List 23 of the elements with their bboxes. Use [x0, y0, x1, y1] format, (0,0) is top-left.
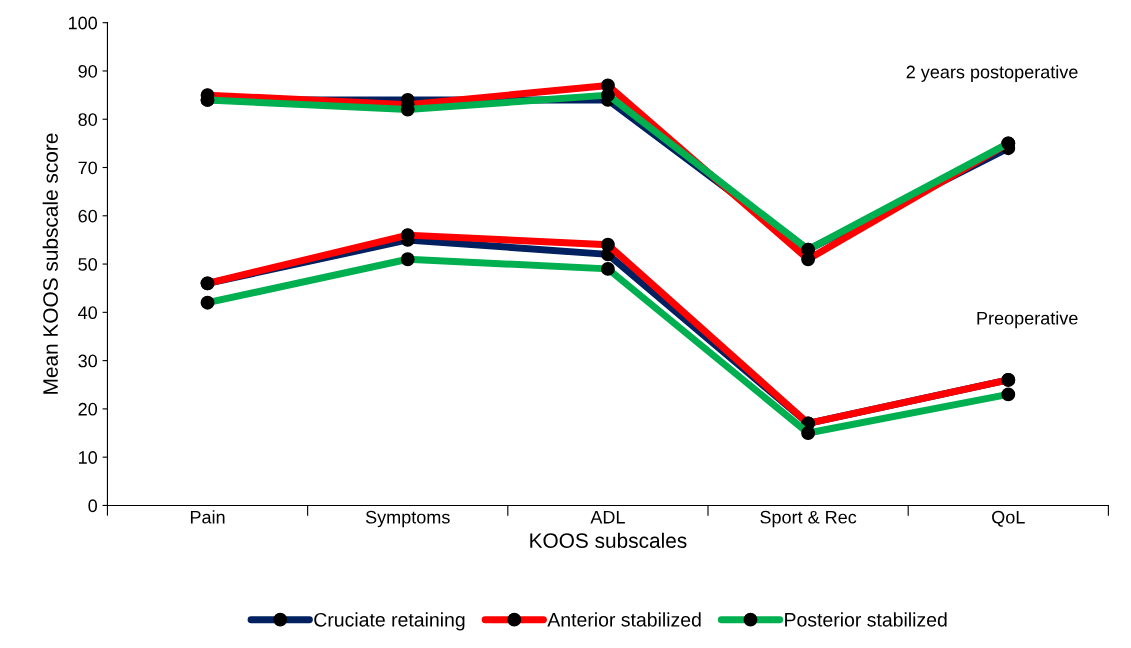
legend-label: Anterior stabilized [547, 612, 701, 627]
y-tick-label: 70 [78, 161, 98, 175]
x-tick-label: ADL [590, 510, 625, 524]
y-tick-label: 100 [68, 16, 98, 30]
y-tick-label: 50 [78, 257, 98, 271]
y-tick-label: 30 [78, 354, 98, 368]
y-tick-label: 10 [79, 451, 98, 464]
y-tick-label: 0 [88, 499, 98, 513]
y-tick-label: 40 [78, 306, 98, 320]
x-axis-title: KOOS subscales [530, 532, 687, 548]
y-axis-title: Mean KOOS subscale score [42, 133, 58, 394]
y-tick-label: 20 [78, 402, 98, 416]
legend-label: Cruciate retaining [314, 612, 465, 631]
legend-label: Posterior stabilized [785, 612, 947, 627]
x-tick-label: Symptoms [365, 510, 450, 528]
y-tick-label: 60 [78, 209, 98, 223]
annotation: Preoperative [977, 311, 1078, 329]
annotation: 2 years postoperative [906, 65, 1078, 82]
x-tick-label: Pain [190, 510, 225, 524]
x-tick-label: QoL [992, 510, 1025, 527]
y-tick-label: 90 [78, 64, 98, 78]
y-tick-label: 80 [78, 113, 98, 126]
x-tick-label: Sport & Rec [760, 510, 857, 528]
